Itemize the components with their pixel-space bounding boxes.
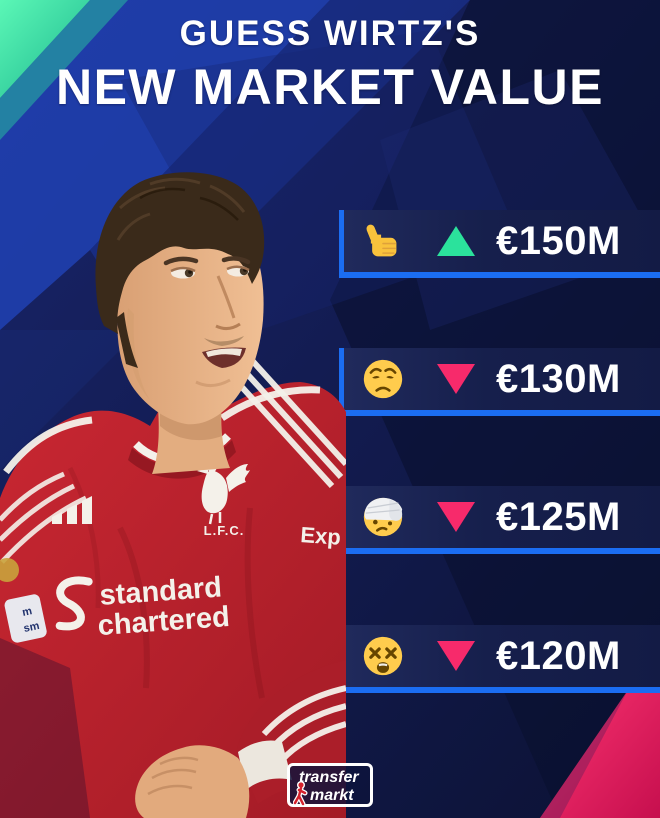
nose <box>216 275 236 319</box>
option-value: €130M <box>496 356 621 401</box>
eyebrow-left <box>163 256 199 266</box>
shoulder-stripes-right <box>227 353 346 489</box>
gold-patch-icon <box>0 558 19 582</box>
shoulder-stripes-left <box>0 471 88 564</box>
club-crest-icon: L.F.C. <box>197 463 250 538</box>
patch-text-2: sm <box>23 620 41 635</box>
head-bandage-face-icon <box>360 494 406 540</box>
brand-line-1: transfer <box>299 769 359 786</box>
mouth <box>202 347 246 368</box>
option-card-125m[interactable]: €125M <box>339 486 660 554</box>
cuff <box>238 740 292 790</box>
title-line-1: GUESS WIRTZ'S <box>179 14 481 53</box>
white-patch-icon <box>4 594 47 643</box>
patch-text-1: m <box>21 605 33 619</box>
down-arrow-icon <box>437 641 475 671</box>
down-arrow-icon <box>437 502 475 532</box>
title-line-2: NEW MARKET VALUE <box>55 59 605 115</box>
option-value: €150M <box>496 218 621 263</box>
player-photo: L.F.C. standard chartered Exp m sm <box>0 172 346 818</box>
player-figure-icon <box>293 781 308 807</box>
option-card-120m[interactable]: €120M <box>339 625 660 693</box>
thumbs-up-icon <box>360 218 406 264</box>
brand-line-2: markt <box>310 786 354 804</box>
eyes <box>170 265 250 279</box>
dizzy-face-icon <box>360 633 406 679</box>
transfermarkt-logo: transfer markt <box>287 763 373 807</box>
option-value: €120M <box>496 633 621 678</box>
title: GUESS WIRTZ'S NEW MARKET VALUE <box>0 16 660 112</box>
option-card-130m[interactable]: €130M <box>339 348 660 416</box>
sleeve-sponsor-text: Exp <box>300 522 342 550</box>
worried-face-icon <box>360 356 406 402</box>
option-card-150m[interactable]: €150M <box>339 210 660 278</box>
down-arrow-icon <box>437 364 475 394</box>
option-value: €125M <box>496 494 621 539</box>
head <box>95 172 265 425</box>
crest-text: L.F.C. <box>204 523 245 538</box>
adidas-logo-icon <box>52 496 92 524</box>
sponsor-logo: standard chartered <box>55 571 231 642</box>
hair <box>95 172 265 368</box>
sleeve-patches: m sm <box>0 558 47 643</box>
sponsor-emblem-icon <box>55 576 93 631</box>
eyebrow-right <box>221 256 251 265</box>
mustache <box>204 336 244 346</box>
up-arrow-icon <box>437 226 475 256</box>
